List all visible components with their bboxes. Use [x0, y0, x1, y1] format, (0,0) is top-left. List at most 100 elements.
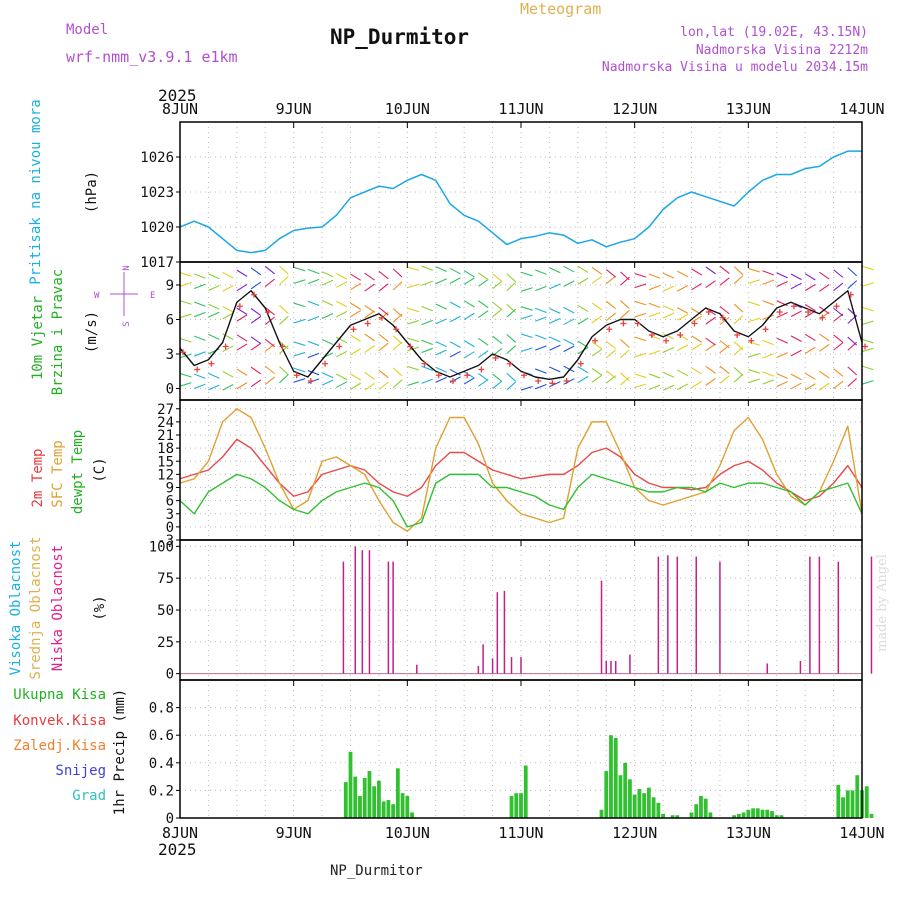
wind-arrow [549, 317, 561, 324]
wind-arrow [535, 345, 547, 351]
y-tick-label: 9 [166, 278, 174, 294]
precip-bar [381, 801, 386, 818]
wind-gust-mark [236, 303, 243, 310]
wind-arrow [691, 380, 703, 389]
wind-arrow [435, 318, 447, 325]
wind-arrow [776, 272, 788, 279]
y-tick-label: 100 [149, 539, 174, 555]
wind-arrow [748, 301, 760, 306]
wind-gust-mark [691, 320, 698, 327]
precip-bar [362, 777, 367, 818]
wind-arrow [179, 272, 192, 277]
wind-arrow [719, 375, 730, 384]
wind-arrow [776, 300, 788, 307]
wind-gust-mark [719, 314, 726, 321]
wind-arrow [364, 305, 375, 313]
wind-arrow [620, 300, 630, 310]
wind-arrow [790, 273, 802, 281]
wind-arrow [705, 266, 716, 275]
wind-arrow [563, 365, 575, 373]
year-bottom: 2025 [158, 840, 197, 859]
wind-arrow [776, 381, 788, 387]
wind-arrow [236, 343, 248, 351]
wind-arrow [620, 339, 630, 348]
wind-arrow [662, 333, 675, 340]
wind-arrow [662, 272, 675, 279]
wind-arrow [392, 268, 403, 278]
wind-arrow [833, 368, 844, 377]
time-axis-bottom: 8JUN 9JUN 10JUN 11JUN 12JUN 13JUN 14JUN [162, 824, 885, 842]
wind-gust-mark [421, 360, 428, 367]
y-tick-label: 50 [157, 603, 174, 619]
wind-arrow [421, 265, 433, 271]
wind-arrow [492, 335, 503, 344]
wind-arrow [549, 283, 561, 290]
wind-arrow [748, 317, 760, 323]
wind-arrow [307, 352, 320, 359]
wind-arrow [336, 336, 348, 344]
precip-bar [751, 808, 755, 818]
wind-gust-mark [194, 366, 201, 373]
precip-legend-0: Ukupna Kisa [13, 687, 106, 703]
wind-arrow [336, 373, 348, 381]
wind-arrow [733, 275, 744, 285]
wind-arrow [407, 365, 419, 371]
wind-arrow [691, 335, 703, 343]
wind-arrow [847, 336, 858, 346]
precip-bar [358, 795, 362, 818]
wind-arrow [677, 314, 689, 321]
time-tick-label: 11JUN [498, 100, 543, 118]
footer-station: NP_Durmitor [330, 863, 423, 879]
precip-bar [367, 771, 372, 818]
wind-gust-mark [307, 378, 314, 384]
wind-arrow [577, 304, 589, 313]
wind-arrow [421, 280, 433, 286]
wind-arrow [463, 377, 475, 385]
y-tick-label: 75 [157, 571, 174, 587]
wind-arrow [719, 339, 730, 349]
precip-bar [523, 765, 528, 818]
wind-arrow [819, 370, 830, 379]
precip-bar [386, 800, 391, 818]
wind-arrow [563, 306, 575, 314]
wind-arrow [535, 316, 547, 322]
wind-arrow [392, 281, 403, 291]
wind-arrow [691, 315, 703, 323]
wind-arrow [804, 273, 816, 281]
precip-bar [609, 735, 613, 818]
wind-arrow [378, 333, 389, 343]
time-tick-label: 8JUN [162, 100, 198, 118]
wind-arrow [605, 269, 616, 278]
wind-arrow [790, 310, 802, 318]
wind-arrow [307, 340, 320, 347]
precip-bar [703, 798, 708, 818]
wind-arrow [250, 315, 262, 324]
wind-arrow [861, 320, 874, 326]
wind-arrow [804, 304, 816, 312]
wind-gust-mark [592, 337, 599, 344]
time-tick-label: 9JUN [276, 824, 312, 842]
wind-gust-mark [535, 378, 542, 384]
wind-speed-line [179, 290, 863, 380]
wind-arrow [293, 341, 306, 346]
wind-arrow [762, 339, 774, 346]
wind-arrow [179, 282, 192, 287]
wind-arrow [350, 348, 362, 356]
wind-gust-mark [805, 309, 812, 315]
wind-gust-mark [492, 355, 499, 361]
wind-arrow [307, 268, 320, 275]
precip-bar [736, 813, 741, 818]
wind-arrow [833, 342, 844, 351]
y-tick-label: 0 [166, 382, 174, 398]
wind-arrow [705, 337, 716, 346]
y-tick-label: 27 [157, 402, 174, 418]
wind-arrow [861, 282, 874, 287]
precip-bar [699, 795, 703, 818]
wind-gust-mark [606, 326, 613, 333]
wind-arrow [833, 307, 844, 317]
wind-arrow [449, 350, 461, 358]
wind-arrow [790, 282, 802, 290]
temp-unit: (C) [92, 457, 108, 482]
wind-gust-mark [378, 314, 385, 321]
